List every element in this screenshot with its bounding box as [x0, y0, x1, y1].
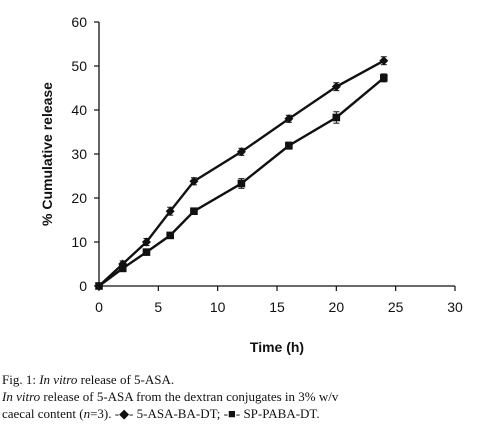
- x-tick-label: 20: [329, 299, 345, 315]
- x-tick-label: 5: [154, 299, 162, 315]
- x-axis-title: Time (h): [250, 339, 304, 355]
- data-point-square: [142, 248, 151, 256]
- series-diamond: [94, 56, 389, 291]
- figure-caption-line3: caecal content (n=3). -◆- 5-ASA-BA-DT; -…: [2, 406, 498, 422]
- line3-after-n: =3).: [90, 406, 115, 421]
- x-tick-label: 10: [210, 299, 226, 315]
- data-point-diamond: [141, 237, 151, 247]
- legend-series1-name: 5-ASA-BA-DT;: [133, 406, 224, 421]
- y-tick-label: 10: [71, 234, 87, 250]
- data-point-square: [380, 74, 388, 82]
- data-point-square: [190, 207, 198, 215]
- data-point-diamond: [379, 56, 389, 66]
- x-tick-label: 0: [95, 299, 103, 315]
- data-point-square: [95, 282, 103, 290]
- fig-rest: release of 5-ASA.: [77, 372, 175, 387]
- data-point-diamond: [165, 206, 175, 216]
- line2-rest: release of 5-ASA from the dextran conjug…: [40, 389, 339, 404]
- y-tick-label: 40: [71, 102, 87, 118]
- line3-n: n: [83, 406, 91, 421]
- data-point-square: [166, 231, 174, 240]
- y-tick-label: 60: [71, 14, 87, 30]
- data-point-diamond: [236, 147, 246, 157]
- y-axis-title: % Cumulative release: [39, 82, 55, 226]
- data-point-square: [332, 113, 341, 122]
- series-line: [98, 59, 385, 287]
- data-point-diamond: [284, 114, 294, 124]
- figure-caption-line2: In vitro release of 5-ASA from the dextr…: [2, 389, 498, 405]
- x-tick-label: 15: [269, 299, 285, 315]
- y-tick-label: 30: [71, 146, 87, 162]
- data-point-diamond: [331, 82, 341, 92]
- data-point-square: [118, 264, 127, 273]
- line3-start: caecal content (: [2, 406, 84, 421]
- data-point-diamond: [189, 176, 199, 186]
- fig-label: Fig. 1:: [2, 372, 40, 387]
- x-tick-label: 30: [447, 299, 463, 315]
- y-tick-label: 0: [79, 278, 87, 294]
- line2-italic: In vitro: [2, 389, 41, 404]
- y-tick-label: 20: [71, 190, 87, 206]
- legend-diamond-icon: -◆-: [114, 406, 134, 421]
- series-square: [95, 73, 388, 290]
- x-tick-label: 25: [388, 299, 404, 315]
- y-tick-label: 50: [71, 58, 87, 74]
- data-point-square: [285, 141, 293, 150]
- legend-series2-name: SP-PABA-DT.: [240, 406, 320, 421]
- figure-caption-title: Fig. 1: In vitro release of 5-ASA.: [2, 372, 498, 388]
- release-chart: 0 5 10 15 20 25 30 0 10 20 30 40 50 60 Time (h) % Cu…: [39, 14, 463, 355]
- fig-italic: In vitro: [39, 372, 78, 387]
- legend-square-icon: -■-: [223, 406, 241, 421]
- data-point-square: [237, 179, 246, 188]
